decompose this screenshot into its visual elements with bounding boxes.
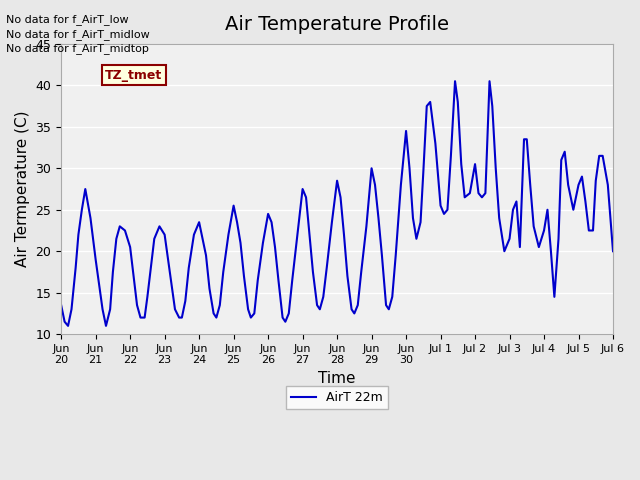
AirT 22m [451, 78, 459, 84]
Y-axis label: Air Termperature (C): Air Termperature (C) [15, 111, 30, 267]
AirT 22m [64, 323, 72, 329]
Text: No data for f_AirT_low: No data for f_AirT_low [6, 14, 129, 25]
AirT 22m [58, 302, 65, 308]
Title: Air Temperature Profile: Air Temperature Profile [225, 15, 449, 34]
AirT 22m [378, 252, 386, 258]
AirT 22m [481, 190, 489, 196]
X-axis label: Time: Time [318, 371, 356, 386]
Line: AirT 22m: AirT 22m [61, 81, 613, 326]
AirT 22m [61, 319, 68, 324]
Legend: AirT 22m: AirT 22m [286, 386, 388, 409]
AirT 22m [578, 174, 586, 180]
Text: No data for f_AirT_midlow: No data for f_AirT_midlow [6, 29, 150, 40]
AirT 22m [609, 248, 617, 254]
AirT 22m [86, 215, 94, 221]
AirT 22m [495, 215, 503, 221]
Text: No data for f_AirT_midtop: No data for f_AirT_midtop [6, 43, 149, 54]
Text: TZ_tmet: TZ_tmet [106, 69, 163, 82]
